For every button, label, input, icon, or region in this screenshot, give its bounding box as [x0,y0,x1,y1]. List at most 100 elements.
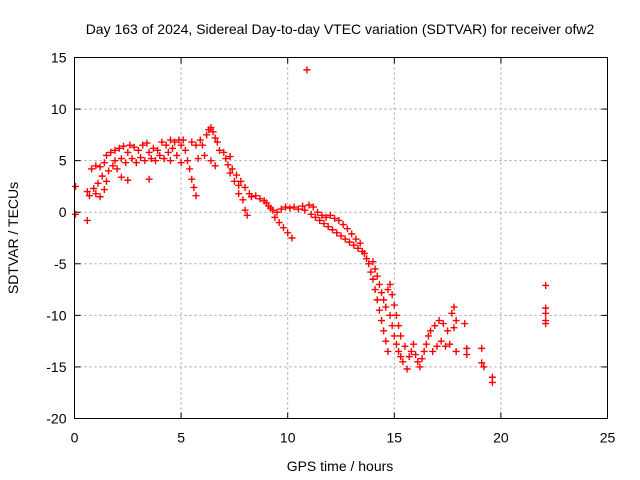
data-point [152,157,160,165]
y-tick-label: -15 [46,359,66,375]
data-point [198,141,206,149]
data-point [290,203,298,211]
data-point [350,241,358,249]
data-point [111,157,119,165]
data-point [100,159,108,167]
data-point [352,235,360,243]
data-point [277,205,285,213]
data-point [177,159,185,167]
data-point [343,225,351,233]
data-point [399,358,407,366]
data-point [463,344,471,352]
data-point [452,347,460,355]
data-point [203,131,211,139]
data-point [478,359,486,367]
data-point [279,224,287,232]
data-point [92,190,100,198]
data-point [463,351,471,359]
data-point [177,141,185,149]
data-point [224,161,232,169]
data-point [303,66,311,74]
data-point [173,151,181,159]
data-point [380,327,388,335]
data-point [354,244,362,252]
data-point [239,196,247,204]
data-point [96,163,104,171]
data-point [179,136,187,144]
data-point [378,317,386,325]
data-point [156,151,164,159]
y-tick-label: 5 [59,153,67,169]
data-point [367,268,375,276]
data-point [98,172,106,180]
data-point [273,208,281,216]
data-point [318,211,326,219]
data-point [102,177,110,185]
data-point [192,192,200,200]
data-point [427,327,435,335]
data-point [328,226,336,234]
data-point [235,181,243,189]
data-point [207,124,215,132]
data-point [452,317,460,325]
data-point [96,193,104,201]
data-point [284,229,292,237]
data-point [307,210,315,218]
data-point [107,148,115,156]
data-point [102,151,110,159]
data-point [386,280,394,288]
data-point [143,139,151,147]
data-point [256,195,264,203]
y-tick-label: -5 [54,256,67,272]
data-point [412,351,420,359]
data-point [335,216,343,224]
data-point [164,148,172,156]
data-point [215,146,223,154]
chart-title: Day 163 of 2024, Sidereal Day-to-day VTE… [86,21,595,37]
data-point [271,213,279,221]
data-point [384,347,392,355]
y-tick-label: -20 [46,411,66,427]
data-point [424,332,432,340]
data-point [90,184,98,192]
data-point [444,327,452,335]
data-point [395,347,403,355]
data-point [388,322,396,330]
data-point [371,265,379,273]
data-point [392,311,400,319]
data-point [124,148,132,156]
data-point [105,167,113,175]
data-point [309,203,317,211]
data-point [450,324,458,332]
data-point [405,353,413,361]
data-point [386,311,394,319]
data-point [384,286,392,294]
data-point [188,138,196,146]
data-point [480,363,488,371]
data-point [409,340,417,348]
data-point [181,146,189,154]
data-point [72,182,80,190]
data-point [211,134,219,142]
data-point [92,162,100,170]
data-point [403,365,411,373]
grid-lines [74,57,608,419]
y-tick-label: 10 [51,101,67,117]
data-point [418,355,426,363]
data-point [314,208,322,216]
data-point [390,332,398,340]
data-point [83,188,91,196]
data-point [433,342,441,350]
data-point [288,234,296,242]
data-point [439,320,447,328]
x-tick-label: 25 [600,430,616,446]
data-point [158,138,166,146]
data-point [186,165,194,173]
plot-frame [74,57,608,419]
data-point [401,342,409,350]
data-point [166,157,174,165]
data-point [243,211,251,219]
data-point [220,148,228,156]
data-point [162,141,170,149]
